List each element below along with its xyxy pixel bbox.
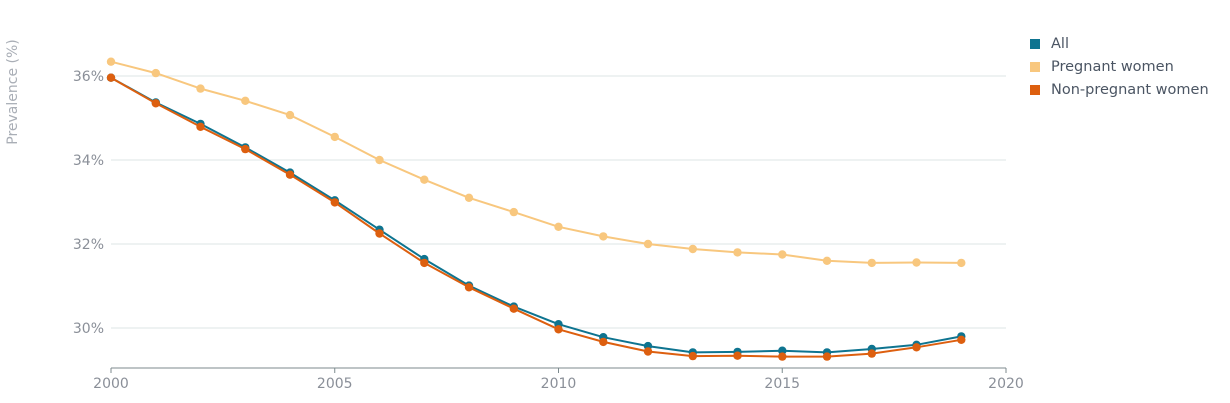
data-point-non-pregnant-women[interactable] (151, 99, 160, 108)
data-point-non-pregnant-women[interactable] (464, 283, 474, 292)
series-pregnant-women (106, 57, 966, 268)
data-point-non-pregnant-women[interactable] (643, 347, 653, 356)
x-axis (110, 367, 1007, 373)
data-point-non-pregnant-women[interactable] (599, 337, 608, 347)
data-point-all[interactable] (778, 346, 787, 355)
grid-lines (111, 75, 1006, 329)
legend-label-non-pregnant-women: Non-pregnant women (1051, 81, 1209, 98)
data-point-pregnant-women[interactable] (196, 84, 205, 93)
data-point-pregnant-women[interactable] (106, 57, 116, 66)
x-tick-label: 2015 (764, 376, 800, 392)
series-non-pregnant-women (106, 73, 966, 361)
legend-label-pregnant-women: Pregnant women (1051, 58, 1174, 75)
data-point-pregnant-women[interactable] (599, 232, 608, 241)
legend-swatch-all (1030, 38, 1040, 49)
data-point-non-pregnant-women[interactable] (688, 351, 697, 361)
series-line-non-pregnant-women (110, 76, 963, 358)
data-point-pregnant-women[interactable] (375, 155, 384, 165)
data-point-pregnant-women[interactable] (285, 110, 295, 120)
data-point-non-pregnant-women[interactable] (330, 198, 339, 207)
y-tick-label: 30% (73, 321, 104, 337)
legend-swatch-pregnant-women (1030, 61, 1040, 72)
legend: All Pregnant women Non-pregnant women (1030, 32, 1225, 101)
data-point-non-pregnant-women[interactable] (957, 335, 966, 344)
data-point-pregnant-women[interactable] (688, 244, 697, 254)
tick-labels: 30% 32% 34% 36% 2000 2005 2010 2015 2020 (73, 69, 1024, 392)
series-all (106, 73, 966, 357)
data-point-non-pregnant-women[interactable] (375, 229, 384, 238)
data-point-pregnant-women[interactable] (957, 258, 966, 268)
data-point-pregnant-women[interactable] (733, 248, 742, 257)
legend-item-non-pregnant-women[interactable]: Non-pregnant women (1030, 78, 1225, 101)
data-point-pregnant-women[interactable] (867, 258, 876, 268)
y-tick-label: 32% (73, 237, 104, 253)
legend-item-pregnant-women[interactable]: Pregnant women (1030, 55, 1225, 78)
data-point-non-pregnant-women[interactable] (106, 73, 116, 82)
series-lines (106, 57, 966, 361)
data-point-non-pregnant-women[interactable] (509, 304, 518, 313)
series-line-pregnant-women (110, 60, 963, 264)
data-point-non-pregnant-women[interactable] (867, 349, 876, 358)
data-point-pregnant-women[interactable] (822, 256, 832, 265)
data-point-non-pregnant-women[interactable] (196, 122, 205, 131)
y-tick-label: 34% (73, 153, 104, 169)
x-tick-label: 2005 (317, 376, 353, 392)
data-point-non-pregnant-women[interactable] (822, 352, 832, 361)
x-tick-label: 2010 (541, 376, 577, 392)
data-point-pregnant-women[interactable] (554, 222, 563, 231)
legend-swatch-non-pregnant-women (1030, 84, 1040, 95)
data-point-non-pregnant-women[interactable] (554, 325, 563, 334)
data-point-pregnant-women[interactable] (241, 96, 250, 106)
legend-item-all[interactable]: All (1030, 32, 1225, 55)
y-axis-title: Prevalence (%) (5, 39, 21, 145)
data-point-pregnant-women[interactable] (330, 132, 339, 142)
data-point-pregnant-women[interactable] (464, 193, 474, 202)
data-point-pregnant-women[interactable] (151, 68, 160, 78)
data-point-non-pregnant-women[interactable] (241, 144, 250, 154)
data-point-pregnant-women[interactable] (509, 207, 518, 217)
data-point-non-pregnant-women[interactable] (778, 352, 787, 361)
data-point-pregnant-women[interactable] (420, 175, 429, 184)
data-point-pregnant-women[interactable] (778, 250, 787, 259)
x-tick-label: 2020 (988, 376, 1024, 392)
data-point-non-pregnant-women[interactable] (285, 170, 295, 179)
series-line-all (110, 76, 963, 354)
data-point-non-pregnant-women[interactable] (733, 351, 742, 360)
data-point-non-pregnant-women[interactable] (912, 343, 921, 352)
data-point-non-pregnant-women[interactable] (420, 258, 429, 268)
data-point-pregnant-women[interactable] (912, 258, 921, 267)
legend-label-all: All (1051, 35, 1069, 52)
y-tick-label: 36% (73, 69, 104, 85)
data-point-pregnant-women[interactable] (643, 239, 653, 249)
x-tick-label: 2000 (93, 376, 129, 392)
